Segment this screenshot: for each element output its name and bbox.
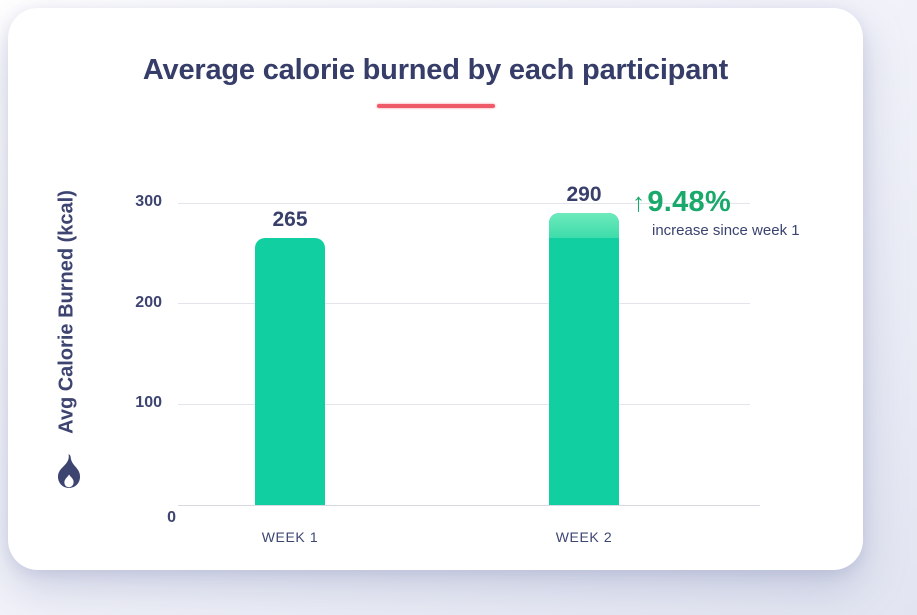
chart-title: Average calorie burned by each participa… xyxy=(142,54,729,86)
y-axis-label: Avg Calorie Burned (kcal) xyxy=(55,190,78,434)
gridline-100 xyxy=(178,403,750,405)
gridline-300 xyxy=(178,202,750,204)
increase-percent-value: 9.48% xyxy=(647,186,732,218)
increase-caption: increase since week 1 xyxy=(652,222,800,239)
bar-value-week-2: 290 xyxy=(566,183,602,206)
y-tick-0: 0 xyxy=(167,509,176,526)
bar-week-2-increase-segment xyxy=(549,213,619,238)
x-tick-week-1: WEEK 1 xyxy=(261,529,319,545)
bar-week-2 xyxy=(549,213,619,505)
y-tick-100: 100 xyxy=(135,394,162,412)
x-axis-baseline xyxy=(178,504,760,506)
flame-icon xyxy=(57,454,81,488)
bar-week-1 xyxy=(255,238,325,505)
up-arrow-icon: ↑ xyxy=(632,187,646,217)
increase-annotation: ↑ 9.48% increase since week 1 xyxy=(632,186,800,239)
gridline-200 xyxy=(178,303,750,305)
bar-value-week-1: 265 xyxy=(272,208,308,231)
x-tick-week-2: WEEK 2 xyxy=(555,529,613,545)
y-tick-300: 300 xyxy=(135,193,162,210)
title-underline-decoration xyxy=(376,104,495,108)
y-tick-200: 200 xyxy=(135,293,162,311)
chart-card: Average calorie burned by each participa… xyxy=(8,8,863,570)
plot-area: 0 100 200 300 265 WEEK 1 290 WEEK 2 xyxy=(135,183,760,545)
increase-percent: ↑ 9.48% xyxy=(632,186,800,219)
